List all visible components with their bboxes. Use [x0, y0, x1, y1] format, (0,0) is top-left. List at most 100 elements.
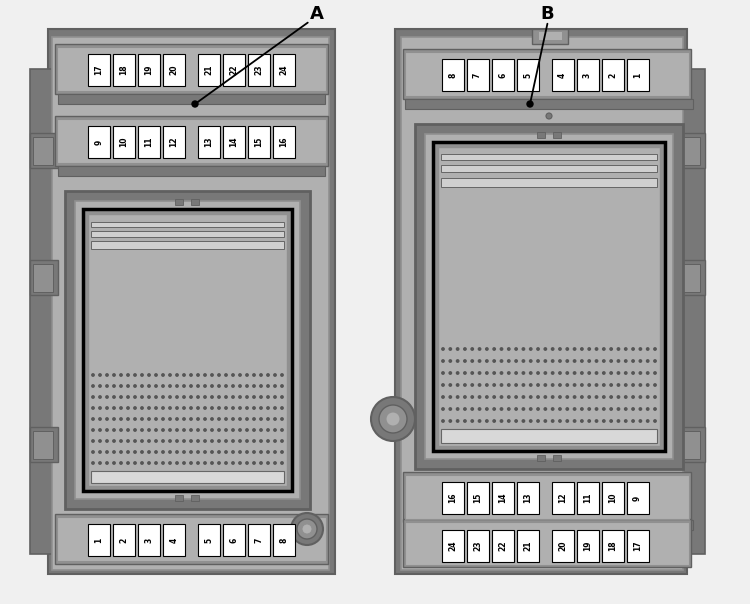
- Circle shape: [632, 348, 634, 350]
- Circle shape: [537, 396, 539, 398]
- Circle shape: [162, 429, 164, 431]
- Text: 12: 12: [170, 137, 178, 147]
- Circle shape: [238, 374, 242, 376]
- Circle shape: [580, 420, 583, 422]
- Circle shape: [654, 348, 656, 350]
- Circle shape: [486, 396, 488, 398]
- Circle shape: [232, 418, 234, 420]
- Circle shape: [610, 408, 612, 410]
- Circle shape: [442, 372, 444, 374]
- Bar: [680, 137, 700, 165]
- Circle shape: [596, 360, 598, 362]
- Circle shape: [500, 348, 502, 350]
- Bar: [683, 69, 705, 554]
- Bar: [138, 524, 160, 556]
- Circle shape: [92, 451, 94, 453]
- Bar: [198, 54, 220, 86]
- Circle shape: [267, 396, 269, 398]
- Circle shape: [522, 396, 524, 398]
- Circle shape: [260, 396, 262, 398]
- Circle shape: [232, 429, 234, 431]
- Circle shape: [544, 384, 547, 386]
- Circle shape: [238, 451, 242, 453]
- Circle shape: [646, 372, 649, 374]
- Circle shape: [544, 408, 547, 410]
- Circle shape: [176, 462, 178, 464]
- Circle shape: [217, 407, 220, 409]
- Circle shape: [530, 348, 532, 350]
- Circle shape: [127, 396, 129, 398]
- Circle shape: [646, 384, 649, 386]
- Bar: [91, 231, 284, 237]
- Circle shape: [106, 418, 108, 420]
- Circle shape: [551, 348, 554, 350]
- Bar: [680, 431, 700, 459]
- Circle shape: [99, 462, 101, 464]
- Circle shape: [225, 396, 227, 398]
- Circle shape: [646, 420, 649, 422]
- Circle shape: [253, 374, 255, 376]
- Circle shape: [515, 372, 517, 374]
- Bar: [273, 126, 295, 158]
- Circle shape: [486, 348, 488, 350]
- Circle shape: [232, 451, 234, 453]
- Circle shape: [493, 360, 495, 362]
- Text: 17: 17: [94, 65, 104, 76]
- Circle shape: [162, 462, 164, 464]
- Circle shape: [610, 372, 612, 374]
- Bar: [602, 482, 623, 514]
- Circle shape: [183, 374, 185, 376]
- Circle shape: [134, 418, 136, 420]
- Circle shape: [169, 396, 171, 398]
- Circle shape: [232, 396, 234, 398]
- Bar: [677, 133, 705, 168]
- Bar: [138, 54, 160, 86]
- Circle shape: [169, 429, 171, 431]
- Circle shape: [500, 396, 502, 398]
- Circle shape: [183, 440, 185, 442]
- Circle shape: [120, 418, 122, 420]
- Circle shape: [148, 396, 150, 398]
- Circle shape: [225, 440, 227, 442]
- Circle shape: [127, 440, 129, 442]
- Circle shape: [500, 384, 502, 386]
- Circle shape: [617, 408, 620, 410]
- Circle shape: [238, 429, 242, 431]
- Bar: [91, 241, 284, 249]
- Bar: [30, 133, 58, 168]
- Circle shape: [522, 360, 524, 362]
- Circle shape: [120, 374, 122, 376]
- Circle shape: [148, 418, 150, 420]
- Bar: [395, 29, 687, 574]
- Circle shape: [596, 348, 598, 350]
- Circle shape: [238, 396, 242, 398]
- Circle shape: [280, 374, 284, 376]
- Circle shape: [471, 372, 473, 374]
- Circle shape: [551, 408, 554, 410]
- Circle shape: [486, 420, 488, 422]
- Circle shape: [169, 374, 171, 376]
- Circle shape: [478, 372, 481, 374]
- Circle shape: [120, 462, 122, 464]
- Circle shape: [559, 384, 561, 386]
- Bar: [491, 482, 514, 514]
- Circle shape: [204, 429, 206, 431]
- Circle shape: [112, 462, 116, 464]
- Circle shape: [196, 385, 200, 387]
- Circle shape: [169, 440, 171, 442]
- Text: 13: 13: [523, 493, 532, 503]
- Circle shape: [127, 451, 129, 453]
- Circle shape: [169, 407, 171, 409]
- Circle shape: [280, 440, 284, 442]
- Circle shape: [183, 407, 185, 409]
- Circle shape: [92, 440, 94, 442]
- Circle shape: [154, 429, 158, 431]
- Circle shape: [99, 429, 101, 431]
- Circle shape: [225, 374, 227, 376]
- Circle shape: [551, 384, 554, 386]
- Text: 23: 23: [254, 65, 263, 76]
- Circle shape: [106, 462, 108, 464]
- Circle shape: [183, 429, 185, 431]
- Circle shape: [603, 384, 605, 386]
- Circle shape: [617, 384, 620, 386]
